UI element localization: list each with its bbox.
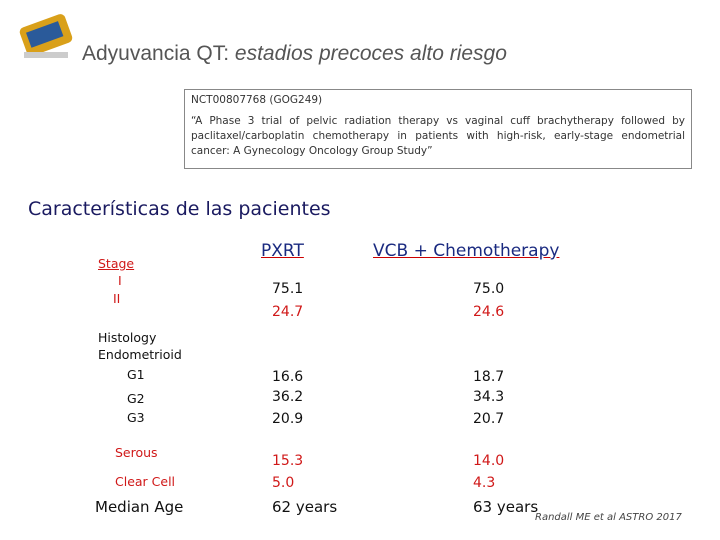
row-label: G2 [127,391,145,406]
trial-box: NCT00807768 (GOG249) “A Phase 3 trial of… [184,89,692,169]
row-label: Stage [98,256,135,271]
cell-value: 15.3 [272,453,304,469]
slide-title: Adyuvancia QT: estadios precoces alto ri… [82,42,507,66]
cell-value: 75.0 [473,281,505,297]
cell-value: 20.9 [272,411,304,427]
row-label: II [113,291,121,306]
row-label: Serous [115,445,158,460]
cell-value: 62 years [272,498,338,516]
row-label: Endometrioid [98,347,182,362]
cell-value: 14.0 [473,453,505,469]
trial-id: NCT00807768 (GOG249) [191,94,323,106]
section-title: Características de las pacientes [28,198,331,220]
cell-value: 24.6 [473,304,505,320]
cell-value: 34.3 [473,389,505,405]
cell-value: 36.2 [272,389,304,405]
cell-value: 63 years [473,498,539,516]
citation: Randall ME et al ASTRO 2017 [535,512,682,523]
trial-description: “A Phase 3 trial of pelvic radiation the… [191,115,685,157]
cell-value: 24.7 [272,304,304,320]
cell-value: 18.7 [473,369,505,385]
column-header: PXRT [261,241,304,261]
cell-value: 20.7 [473,411,505,427]
cell-value: 5.0 [272,475,295,491]
title-plain: Adyuvancia QT: [82,42,230,65]
row-label: I [118,273,122,288]
row-label: G3 [127,410,145,425]
title-italic: estadios precoces alto riesgo [234,42,507,65]
row-label: Median Age [95,498,184,516]
row-label: Histology [98,330,157,345]
cell-value: 16.6 [272,369,304,385]
logo [19,14,73,58]
cell-value: 4.3 [473,475,496,491]
cell-value: 75.1 [272,281,304,297]
row-label: Clear Cell [115,474,176,489]
column-header: VCB + Chemotherapy [373,241,560,261]
row-label: G1 [127,367,145,382]
